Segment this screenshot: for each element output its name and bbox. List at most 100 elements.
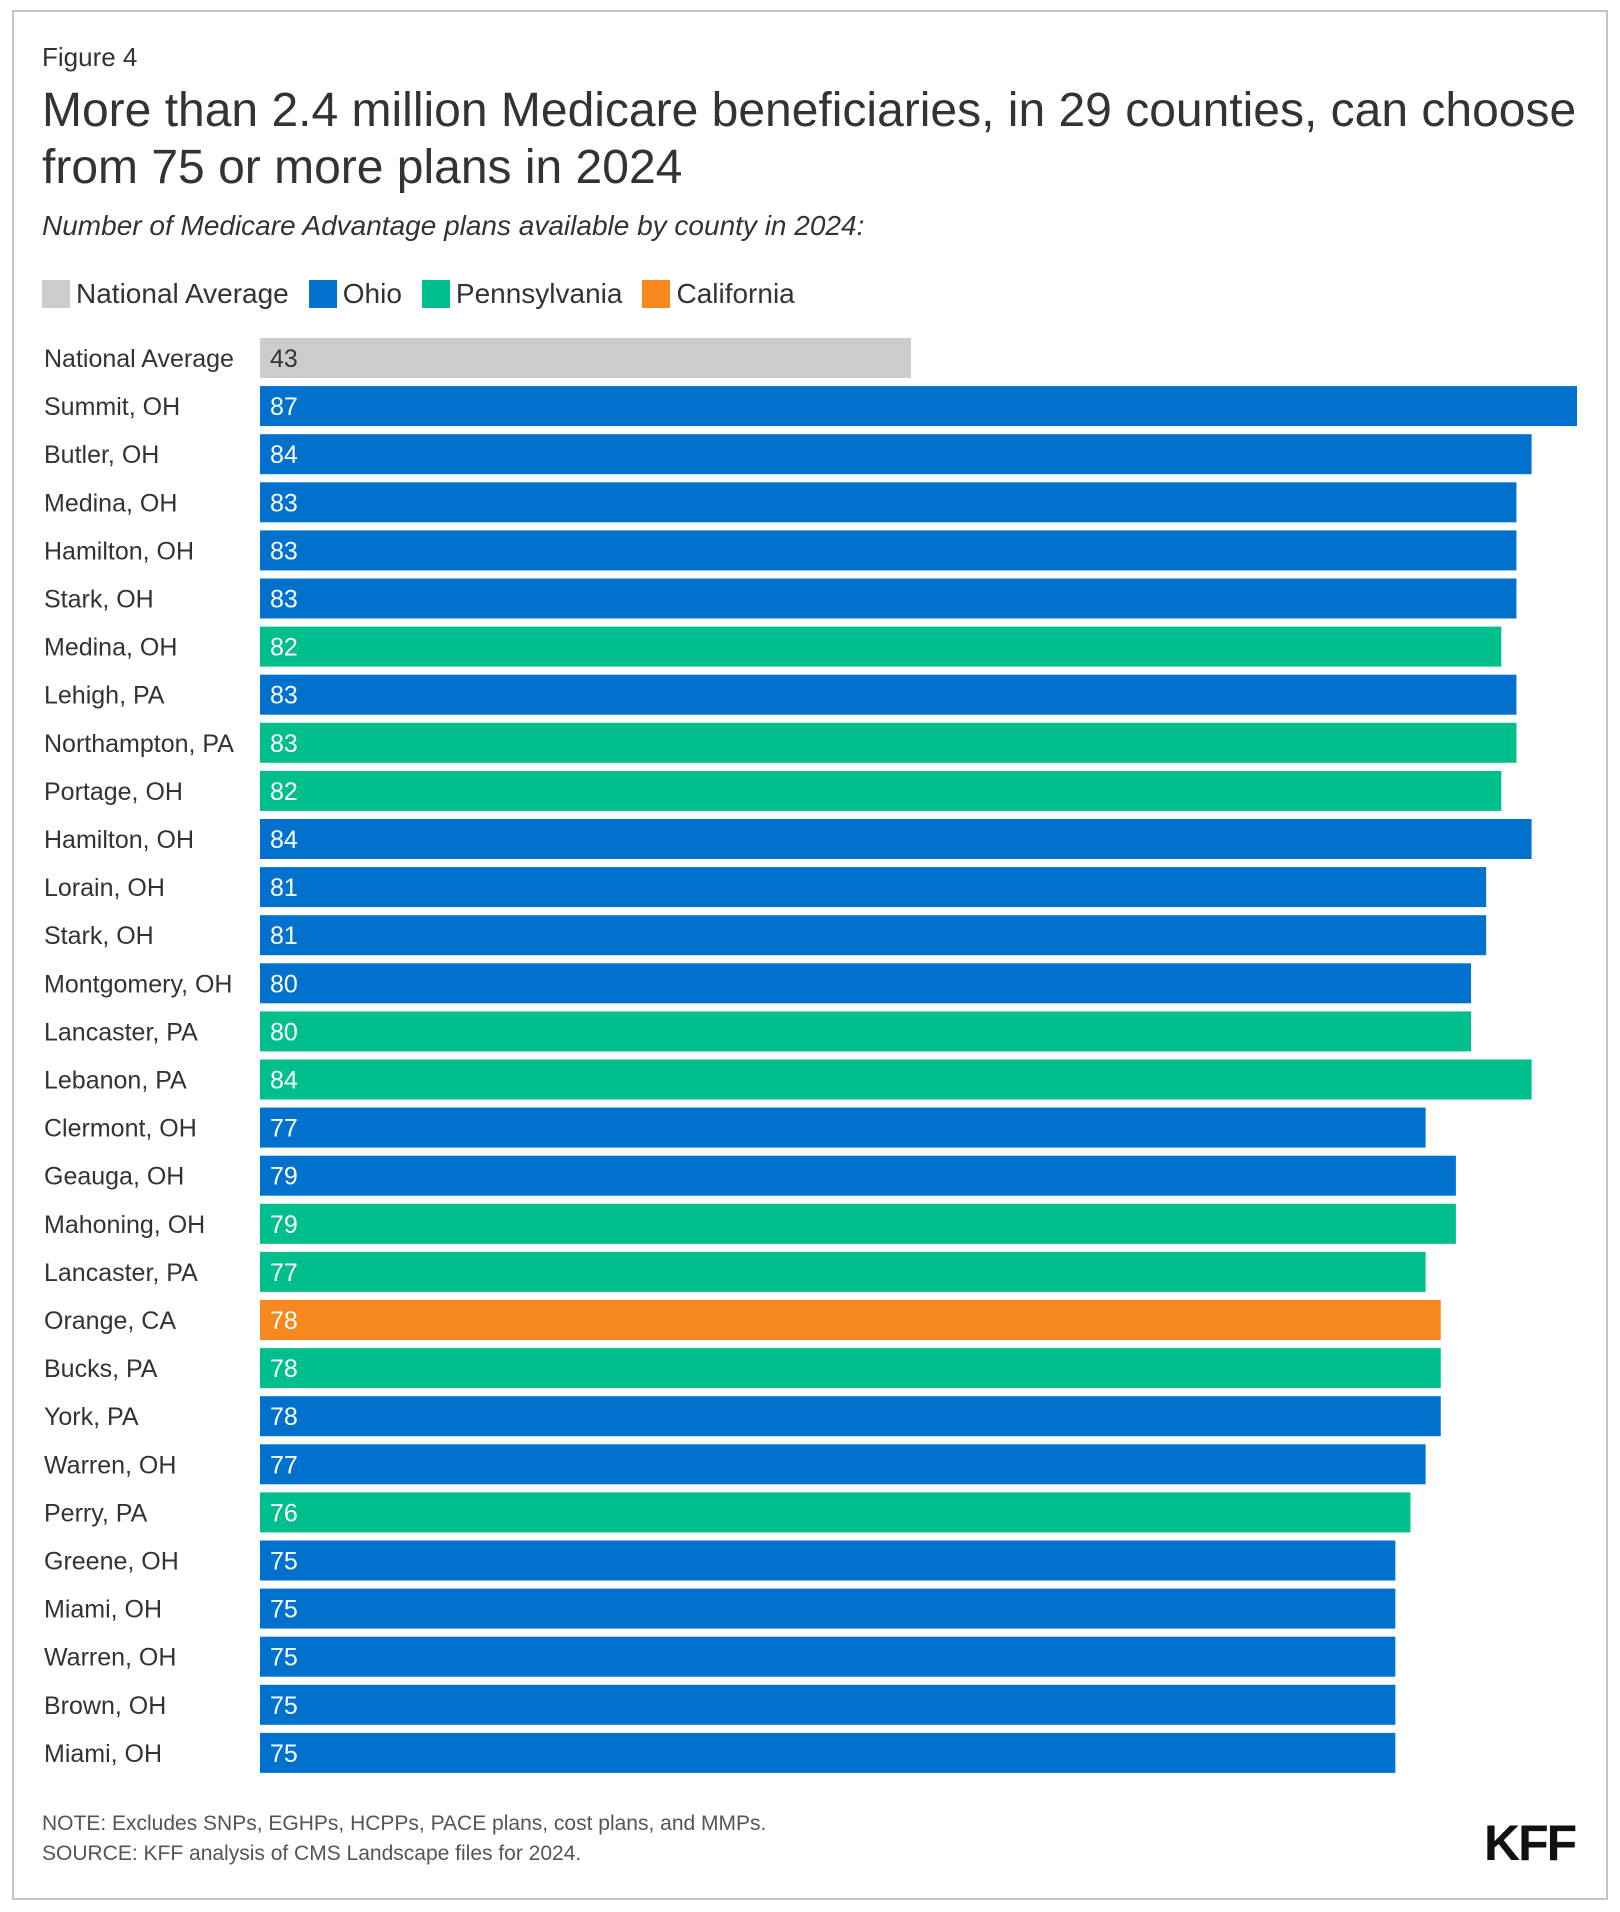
data-label-lehigh-pa: 83: [270, 682, 298, 710]
data-label-miami-oh: 75: [270, 1740, 298, 1768]
legend-item-california: California: [642, 278, 795, 310]
category-label-warren-oh: Warren, OH: [44, 1451, 176, 1479]
bar-medina-oh: [260, 626, 1502, 667]
legend-label-ohio: Ohio: [342, 278, 402, 309]
data-label-montgomery-oh: 80: [270, 970, 298, 998]
data-label-greene-oh: 75: [270, 1548, 298, 1576]
category-label-northampton-pa: Northampton, PA: [44, 730, 234, 758]
category-label-geauga-oh: Geauga, OH: [44, 1163, 184, 1191]
category-label-lehigh-pa: Lehigh, PA: [44, 682, 165, 710]
bar-lehigh-pa: [260, 674, 1517, 715]
category-label-montgomery-oh: Montgomery, OH: [44, 970, 232, 998]
bar-portage-oh: [260, 770, 1502, 811]
bar-lorain-oh: [260, 867, 1487, 908]
category-label-orange-ca: Orange, CA: [44, 1307, 176, 1335]
category-label-lancaster-pa: Lancaster, PA: [44, 1018, 198, 1046]
legend-swatch-ohio: [308, 280, 337, 308]
bar-national-average: [260, 338, 911, 378]
data-label-medina-oh: 83: [270, 489, 298, 517]
category-label-mahoning-oh: Mahoning, OH: [44, 1211, 205, 1239]
data-label-lancaster-pa: 80: [270, 1018, 298, 1046]
legend-item-pennsylvania: Pennsylvania: [421, 278, 623, 310]
data-label-national-average: 43: [270, 345, 298, 373]
category-label-national-average: National Average: [44, 345, 234, 373]
data-label-warren-oh: 75: [270, 1644, 298, 1672]
bar-bucks-pa: [260, 1348, 1441, 1389]
category-label-medina-oh: Medina, OH: [44, 634, 177, 662]
bar-miami-oh: [260, 1732, 1396, 1773]
category-label-lebanon-pa: Lebanon, PA: [44, 1067, 187, 1095]
chart-source: SOURCE: KFF analysis of CMS Landscape fi…: [42, 1842, 582, 1865]
bar-warren-oh: [260, 1636, 1396, 1677]
data-label-portage-oh: 82: [270, 778, 298, 806]
data-label-clermont-oh: 77: [270, 1115, 298, 1143]
category-label-warren-oh: Warren, OH: [44, 1644, 176, 1672]
category-label-york-pa: York, PA: [44, 1403, 139, 1431]
data-label-medina-oh: 82: [270, 634, 298, 662]
data-label-northampton-pa: 83: [270, 730, 298, 758]
category-label-medina-oh: Medina, OH: [44, 489, 177, 517]
category-label-brown-oh: Brown, OH: [44, 1692, 166, 1720]
data-label-lebanon-pa: 84: [270, 1067, 298, 1095]
data-label-perry-pa: 76: [270, 1499, 298, 1527]
bar-miami-oh: [260, 1588, 1396, 1629]
bar-perry-pa: [260, 1492, 1411, 1533]
bar-greene-oh: [260, 1540, 1396, 1581]
data-label-lancaster-pa: 77: [270, 1259, 298, 1287]
chart-note: NOTE: Excludes SNPs, EGHPs, HCPPs, PACE …: [42, 1812, 767, 1835]
bar-warren-oh: [260, 1444, 1426, 1485]
category-label-lancaster-pa: Lancaster, PA: [44, 1259, 198, 1287]
bar-lancaster-pa: [260, 1011, 1472, 1052]
data-label-summit-oh: 87: [270, 393, 298, 421]
bar-hamilton-oh: [260, 819, 1532, 859]
category-label-lorain-oh: Lorain, OH: [44, 874, 165, 902]
bar-orange-ca: [260, 1300, 1441, 1340]
category-label-miami-oh: Miami, OH: [44, 1740, 162, 1768]
data-label-bucks-pa: 78: [270, 1355, 298, 1383]
bar-clermont-oh: [260, 1107, 1426, 1148]
figure-label: Figure 4: [42, 42, 138, 72]
data-label-brown-oh: 75: [270, 1692, 298, 1720]
legend: National Average Ohio Pennsylvania Calif…: [42, 278, 815, 310]
data-label-mahoning-oh: 79: [270, 1211, 298, 1239]
data-label-hamilton-oh: 83: [270, 537, 298, 565]
bar-stark-oh: [260, 915, 1487, 956]
data-label-stark-oh: 81: [270, 922, 298, 950]
bar-medina-oh: [260, 482, 1517, 523]
chart-title: More than 2.4 million Medicare beneficia…: [42, 84, 1577, 194]
category-label-hamilton-oh: Hamilton, OH: [44, 826, 194, 854]
data-label-butler-oh: 84: [270, 441, 298, 469]
data-label-stark-oh: 83: [270, 586, 298, 614]
data-label-warren-oh: 77: [270, 1451, 298, 1479]
legend-item-ohio: Ohio: [308, 278, 402, 310]
category-label-greene-oh: Greene, OH: [44, 1548, 179, 1576]
bar-stark-oh: [260, 578, 1517, 619]
legend-swatch-national-average: [42, 280, 70, 308]
category-label-bucks-pa: Bucks, PA: [44, 1355, 158, 1383]
category-label-stark-oh: Stark, OH: [44, 922, 154, 950]
bar-brown-oh: [260, 1684, 1396, 1725]
legend-label-california: California: [676, 278, 795, 309]
legend-label-national-average: National Average: [76, 278, 289, 309]
legend-swatch-pennsylvania: [421, 280, 450, 308]
bar-lancaster-pa: [260, 1251, 1426, 1292]
category-label-portage-oh: Portage, OH: [44, 778, 183, 806]
category-label-perry-pa: Perry, PA: [44, 1499, 148, 1527]
data-label-lorain-oh: 81: [270, 874, 298, 902]
legend-swatch-california: [642, 280, 671, 308]
bar-york-pa: [260, 1396, 1441, 1437]
bar-montgomery-oh: [260, 963, 1472, 1004]
legend-label-pennsylvania: Pennsylvania: [455, 278, 623, 309]
data-label-hamilton-oh: 84: [270, 826, 298, 854]
category-label-miami-oh: Miami, OH: [44, 1596, 162, 1624]
bar-hamilton-oh: [260, 530, 1517, 571]
bar-northampton-pa: [260, 722, 1517, 763]
chart-subtitle: Number of Medicare Advantage plans avail…: [42, 210, 865, 241]
kff-logo: KFF: [1484, 1815, 1577, 1871]
category-label-hamilton-oh: Hamilton, OH: [44, 537, 194, 565]
category-label-clermont-oh: Clermont, OH: [44, 1115, 197, 1143]
data-label-geauga-oh: 79: [270, 1163, 298, 1191]
bar-mahoning-oh: [260, 1203, 1456, 1244]
data-label-york-pa: 78: [270, 1403, 298, 1431]
